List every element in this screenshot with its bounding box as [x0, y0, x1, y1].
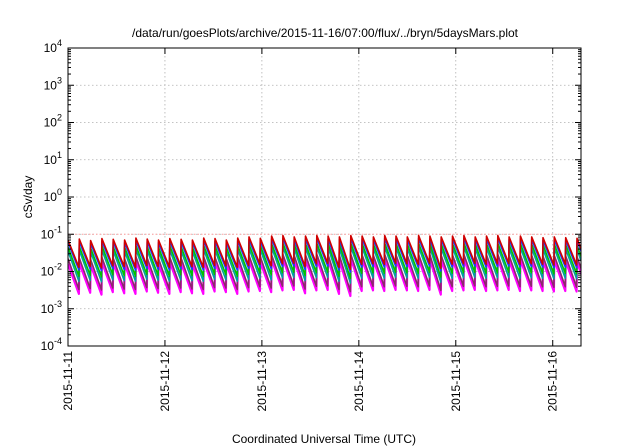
y-tick-label: 104	[44, 38, 62, 55]
y-tick-label: 101	[44, 150, 62, 167]
y-tick-label: 10-4	[41, 336, 62, 353]
x-tick-label: 2015-11-15	[449, 351, 463, 412]
x-tick-label: 2015-11-11	[61, 351, 75, 411]
x-tick-label: 2015-11-14	[352, 351, 366, 412]
y-tick-label: 10-1	[41, 224, 62, 241]
y-tick-label: 102	[44, 113, 62, 130]
x-tick-labels: 2015-11-11 2015-11-12 2015-11-13 2015-11-14…	[61, 351, 560, 412]
y-axis-label: cSv/day	[21, 176, 35, 219]
grid	[68, 48, 581, 346]
chart-title: /data/run/goesPlots/archive/2015-11-16/0…	[132, 26, 519, 40]
x-axis-label: Coordinated Universal Time (UTC)	[232, 432, 416, 446]
series-group	[68, 234, 581, 298]
x-tick-label: 2015-11-16	[546, 351, 560, 412]
y-tick-label: 103	[44, 75, 62, 92]
y-tick-labels: 10-4 10-3 10-2 10-1 100 101 102 103 104	[41, 38, 62, 353]
y-tick-label: 10-2	[41, 262, 62, 279]
ticks	[67, 47, 581, 347]
x-tick-label: 2015-11-13	[255, 351, 269, 412]
x-tick-label: 2015-11-12	[158, 351, 172, 412]
y-tick-label: 100	[44, 187, 62, 204]
y-tick-label: 10-3	[41, 299, 62, 316]
series-line	[68, 234, 581, 271]
